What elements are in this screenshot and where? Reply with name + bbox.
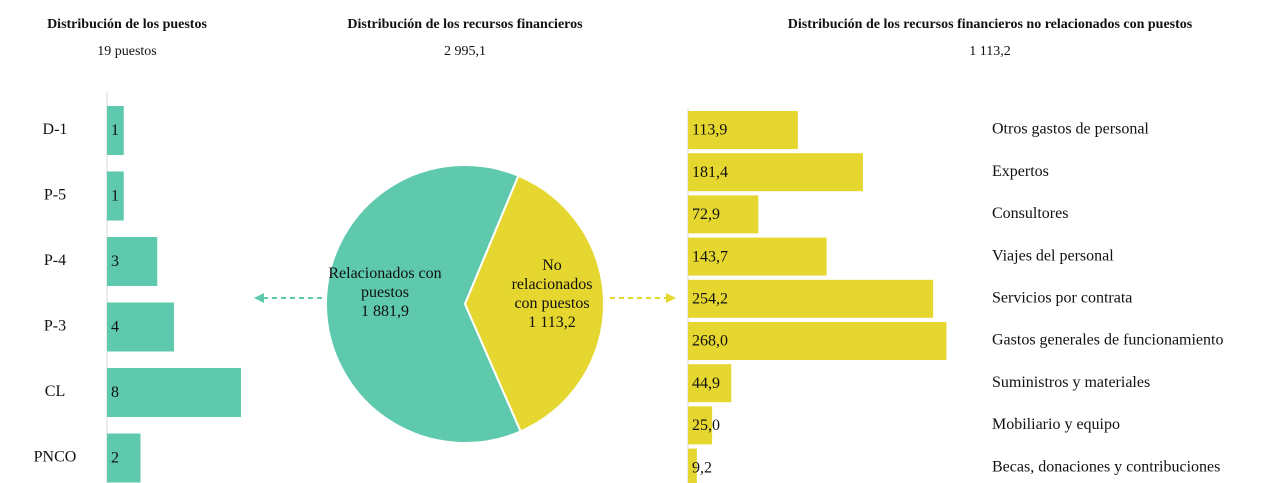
bar — [688, 322, 947, 360]
bar — [107, 368, 241, 417]
value-label: 1 — [111, 122, 119, 139]
chart-title: Distribución de los recursos financieros — [347, 17, 583, 32]
category-label: D-1 — [43, 121, 68, 138]
value-label: 181,4 — [692, 164, 728, 181]
bar — [688, 111, 798, 149]
category-label: Servicios por contrata — [992, 289, 1132, 306]
value-label: 9,2 — [692, 459, 712, 476]
category-label: Mobiliario y equipo — [992, 416, 1120, 433]
slice-value: 1 113,2 — [528, 314, 576, 331]
arrow-head-left — [254, 293, 264, 303]
category-label: P-4 — [44, 252, 66, 269]
chart-subtitle: 1 113,2 — [969, 44, 1010, 59]
slice-value: 1 881,9 — [361, 303, 409, 320]
bar — [688, 153, 863, 192]
value-label: 8 — [111, 384, 119, 401]
bar — [688, 364, 732, 403]
value-label: 4 — [111, 319, 119, 336]
value-label: 25,0 — [692, 417, 720, 434]
category-label: Consultores — [992, 205, 1068, 222]
bar — [688, 279, 934, 318]
bar — [107, 302, 174, 352]
category-label: P-5 — [44, 187, 66, 204]
bar — [107, 237, 158, 286]
chart-subtitle: 19 puestos — [97, 44, 157, 59]
value-label: 113,9 — [692, 122, 727, 139]
bar — [688, 237, 827, 276]
bar — [688, 195, 759, 234]
pie-slice — [463, 174, 605, 433]
pie-slice — [325, 164, 522, 444]
category-label: Gastos generales de funcionamiento — [992, 332, 1223, 349]
bar — [107, 106, 124, 155]
value-label: 254,2 — [692, 290, 728, 307]
category-label: Viajes del personal — [992, 247, 1114, 264]
category-label: P-3 — [44, 318, 66, 335]
bar — [688, 406, 713, 445]
value-label: 44,9 — [692, 375, 720, 392]
category-label: Becas, donaciones y contribuciones — [992, 458, 1220, 475]
arrow-head-right — [666, 293, 676, 303]
category-label: Suministros y materiales — [992, 374, 1150, 391]
value-label: 268,0 — [692, 333, 728, 350]
bar — [107, 171, 124, 221]
bar — [688, 448, 697, 483]
value-label: 72,9 — [692, 206, 720, 223]
category-label: Otros gastos de personal — [992, 121, 1149, 138]
category-label: PNCO — [34, 449, 77, 466]
bar — [107, 433, 141, 483]
value-label: 3 — [111, 253, 119, 270]
chart-subtitle: 2 995,1 — [444, 44, 486, 59]
category-label: CL — [45, 383, 65, 400]
chart-title: Distribución de los recursos financieros… — [788, 17, 1193, 32]
value-label: 1 — [111, 188, 119, 205]
slice-label: Relacionados con puestos — [328, 265, 442, 301]
value-label: 2 — [111, 450, 119, 467]
slice-label: No relacionados con puestos — [511, 257, 593, 312]
value-label: 143,7 — [692, 248, 728, 265]
chart-title: Distribución de los puestos — [47, 17, 207, 32]
category-label: Expertos — [992, 163, 1049, 180]
